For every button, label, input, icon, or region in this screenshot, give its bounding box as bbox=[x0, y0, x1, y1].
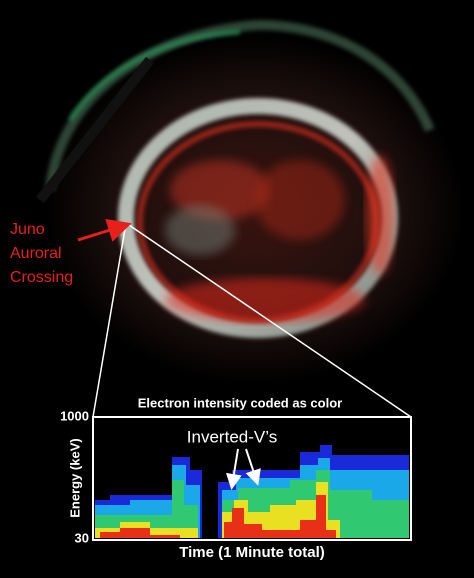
y-max-label: 1000 bbox=[60, 408, 89, 423]
y-min-label: 30 bbox=[75, 530, 89, 545]
inset-title: Electron intensity coded as color bbox=[138, 395, 342, 410]
annotation-line: Crossing bbox=[10, 269, 73, 286]
pointer-arrow bbox=[77, 218, 132, 242]
zoom-line bbox=[125, 222, 412, 418]
y-axis-title: Energy (keV) bbox=[67, 438, 82, 517]
annotation-line: Juno bbox=[10, 221, 45, 238]
aurora-image bbox=[36, 19, 465, 385]
callout-arrow bbox=[245, 448, 261, 486]
spectrogram bbox=[92, 416, 412, 541]
callout-arrow bbox=[226, 448, 242, 490]
annotation-line: Auroral bbox=[10, 245, 62, 262]
callout: Inverted-V’s bbox=[187, 427, 277, 446]
zoom-line bbox=[92, 222, 127, 418]
x-axis-title: Time (1 Minute total) bbox=[179, 544, 325, 561]
